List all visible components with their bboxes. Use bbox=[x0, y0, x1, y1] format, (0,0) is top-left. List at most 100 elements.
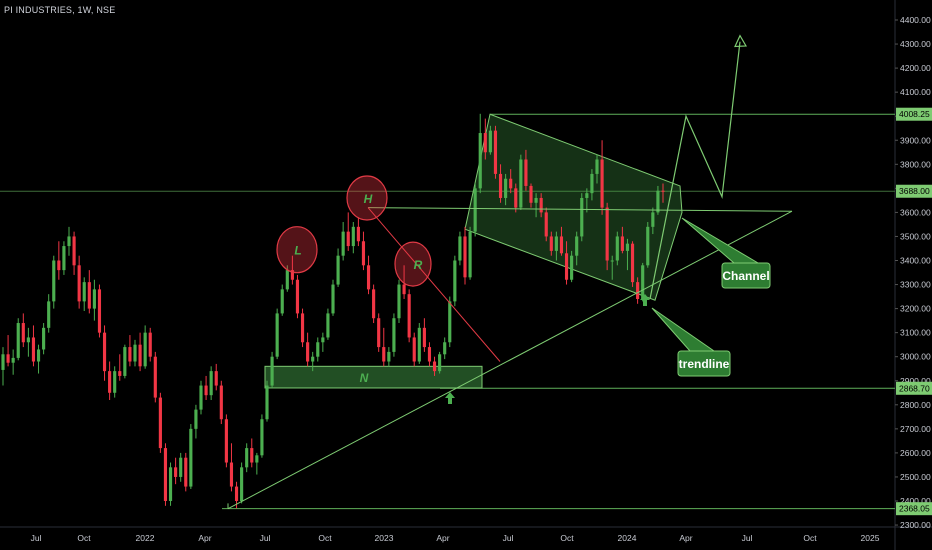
candle-body bbox=[260, 419, 264, 456]
candle-body bbox=[255, 455, 259, 463]
trendline-callout-box[interactable] bbox=[677, 350, 731, 377]
candle-body bbox=[270, 356, 274, 386]
candle bbox=[615, 231, 619, 266]
candle-body bbox=[356, 226, 360, 242]
candle-body bbox=[57, 260, 61, 271]
candle bbox=[16, 318, 20, 361]
falling-trendline[interactable] bbox=[367, 207, 793, 212]
candle-body bbox=[427, 347, 432, 362]
candle-body bbox=[625, 243, 630, 251]
left-shoulder-label: L bbox=[294, 244, 301, 258]
price-tag-label: 2368.05 bbox=[899, 504, 930, 514]
candle-body bbox=[575, 236, 579, 256]
time-axis[interactable]: Jul Oct 2022 Apr Jul Oct 2023 Apr Jul Oct 2024 Apr J… bbox=[31, 533, 880, 543]
candle-body bbox=[615, 236, 619, 261]
right-shoulder-marker[interactable] bbox=[394, 241, 432, 287]
head-marker[interactable] bbox=[346, 175, 388, 221]
time-label: 2024 bbox=[618, 533, 637, 543]
candle bbox=[214, 363, 218, 391]
candle bbox=[194, 404, 198, 439]
time-label: Jul bbox=[260, 533, 271, 543]
candle-body bbox=[199, 385, 203, 410]
rising-trendline[interactable] bbox=[227, 210, 793, 510]
candle-body bbox=[493, 130, 498, 174]
candle-body bbox=[488, 130, 492, 153]
candle bbox=[504, 173, 508, 206]
candle-body bbox=[646, 226, 650, 266]
price-tick-label: 2800.00 bbox=[900, 400, 931, 410]
candle-body bbox=[153, 356, 157, 398]
candle bbox=[417, 323, 421, 364]
price-tick-label: 3800.00 bbox=[900, 159, 931, 169]
candle-body bbox=[97, 289, 102, 333]
candle bbox=[113, 366, 117, 398]
price-tick-label: 3200.00 bbox=[900, 304, 931, 314]
candle-body bbox=[321, 337, 325, 343]
candle-body bbox=[133, 344, 137, 362]
head-breakdown-line[interactable] bbox=[367, 207, 501, 362]
left-shoulder-marker[interactable] bbox=[276, 226, 318, 274]
candle-body bbox=[36, 349, 41, 362]
candle-body bbox=[534, 197, 538, 203]
candle-body bbox=[285, 270, 289, 290]
candle bbox=[229, 443, 234, 492]
candle bbox=[458, 231, 462, 266]
candle bbox=[153, 351, 157, 403]
candle bbox=[240, 462, 244, 504]
candle bbox=[427, 342, 432, 367]
candle bbox=[11, 349, 15, 375]
candle-body bbox=[620, 236, 624, 251]
drawings[interactable]: L H R N Channel trendline bbox=[227, 34, 793, 510]
channel-callout-box[interactable] bbox=[721, 262, 771, 289]
candle-body bbox=[656, 190, 660, 213]
time-label: Apr bbox=[436, 533, 449, 543]
time-label: Apr bbox=[198, 533, 211, 543]
candle-body bbox=[311, 356, 315, 362]
candle bbox=[174, 457, 178, 485]
candle-body bbox=[275, 313, 279, 357]
candle bbox=[133, 339, 137, 367]
candle-body bbox=[509, 178, 513, 189]
candle-body bbox=[392, 318, 396, 352]
candle bbox=[641, 262, 645, 302]
candle bbox=[651, 207, 655, 235]
candle bbox=[402, 265, 406, 299]
candle bbox=[438, 351, 442, 374]
trendline-callout-text: trendline bbox=[679, 357, 730, 371]
candle-body bbox=[26, 337, 30, 343]
candle-body bbox=[336, 255, 340, 285]
price-tick-label: 2700.00 bbox=[900, 424, 931, 434]
candle bbox=[108, 361, 112, 400]
price-tick-label: 3400.00 bbox=[900, 256, 931, 266]
candle bbox=[590, 169, 594, 201]
candle bbox=[473, 183, 477, 237]
projection-path[interactable] bbox=[649, 41, 741, 300]
candle bbox=[102, 325, 107, 381]
price-tick-label: 2400.00 bbox=[900, 496, 931, 506]
candle bbox=[534, 193, 538, 218]
candle bbox=[443, 337, 447, 360]
candle-body bbox=[77, 265, 81, 302]
candle-body bbox=[524, 159, 528, 186]
candle-body bbox=[514, 188, 518, 208]
candle-body bbox=[82, 282, 86, 302]
candle-body bbox=[504, 178, 508, 198]
candle bbox=[270, 351, 274, 388]
candle-body bbox=[204, 385, 208, 396]
candle-body bbox=[539, 197, 543, 213]
candle-body bbox=[570, 255, 574, 280]
candle-body bbox=[295, 279, 300, 314]
price-axis[interactable]: 2300.00 2400.00 2500.00 2600.00 2700.00 2800.… bbox=[895, 15, 931, 530]
candle-body bbox=[179, 457, 183, 477]
price-tick-label: 3100.00 bbox=[900, 328, 931, 338]
candle bbox=[625, 238, 630, 271]
candle bbox=[636, 277, 640, 304]
candle bbox=[118, 354, 122, 381]
price-tag bbox=[896, 107, 932, 121]
candle-body bbox=[636, 282, 640, 299]
candle bbox=[646, 222, 650, 268]
candle-body bbox=[306, 342, 310, 362]
candle bbox=[372, 284, 376, 324]
candle bbox=[483, 118, 487, 160]
